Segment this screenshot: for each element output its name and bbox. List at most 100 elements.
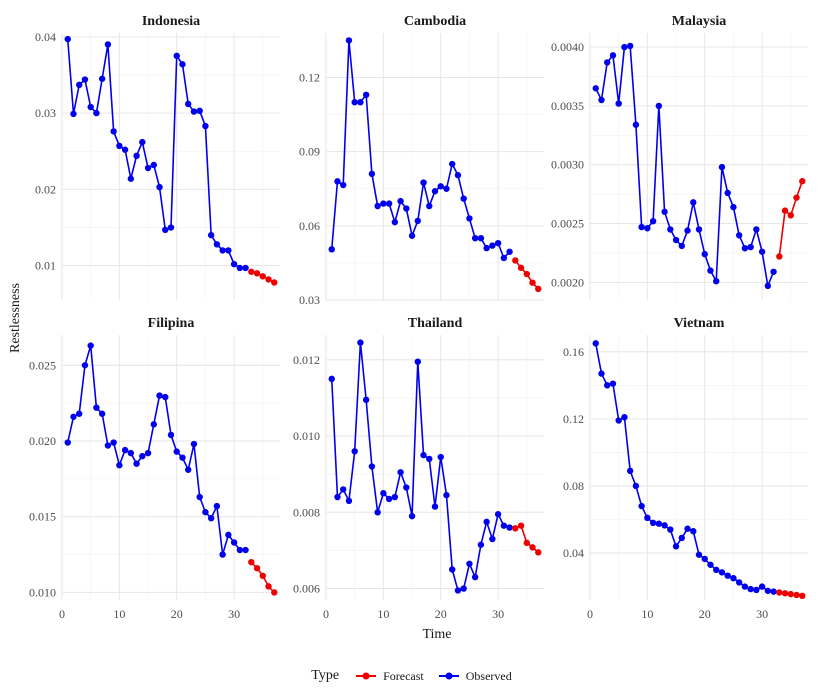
data-point-observed bbox=[98, 410, 106, 417]
data-point-observed bbox=[207, 231, 215, 239]
legend-key-forecast bbox=[356, 672, 377, 680]
y-axis-title: Restlessness bbox=[8, 283, 23, 353]
data-point-observed bbox=[598, 370, 605, 377]
data-point-observed bbox=[362, 396, 370, 404]
data-point-forecast bbox=[253, 565, 261, 572]
data-point-observed bbox=[385, 495, 393, 503]
data-point-observed bbox=[753, 226, 760, 233]
data-point-observed bbox=[162, 226, 169, 234]
legend-label-observed: Observed bbox=[465, 668, 512, 683]
data-point-observed bbox=[144, 449, 152, 457]
data-point-observed bbox=[185, 466, 192, 473]
data-point-observed bbox=[443, 185, 450, 192]
data-point-observed bbox=[110, 128, 117, 135]
data-point-observed bbox=[230, 539, 238, 546]
data-point-observed bbox=[431, 503, 439, 510]
data-point-observed bbox=[707, 267, 714, 274]
y-tick-label: 0.010 bbox=[29, 585, 56, 599]
data-point-observed bbox=[334, 493, 341, 501]
data-point-observed bbox=[150, 161, 157, 169]
data-point-observed bbox=[104, 442, 112, 449]
data-point-forecast bbox=[529, 544, 536, 551]
data-point-forecast bbox=[512, 257, 519, 264]
series-line-observed bbox=[66, 39, 246, 269]
data-point-observed bbox=[156, 392, 163, 399]
data-point-observed bbox=[684, 227, 691, 234]
data-point-observed bbox=[667, 526, 674, 533]
data-point-observed bbox=[690, 528, 697, 535]
data-point-observed bbox=[351, 99, 358, 106]
data-point-observed bbox=[397, 197, 404, 205]
data-point-observed bbox=[81, 76, 89, 83]
data-point-forecast bbox=[253, 270, 261, 277]
data-point-observed bbox=[672, 543, 680, 550]
data-point-observed bbox=[649, 217, 657, 225]
y-tick-label: 0.0020 bbox=[551, 275, 584, 289]
data-point-observed bbox=[661, 208, 668, 215]
data-point-observed bbox=[374, 509, 381, 516]
legend-title: Type bbox=[311, 668, 340, 683]
data-point-observed bbox=[64, 35, 71, 43]
data-point-observed bbox=[87, 342, 94, 349]
x-tick-label: 0 bbox=[59, 607, 65, 621]
data-point-observed bbox=[345, 497, 353, 505]
data-point-observed bbox=[93, 109, 100, 117]
data-point-observed bbox=[466, 215, 473, 222]
data-point-observed bbox=[357, 339, 364, 346]
data-point-observed bbox=[449, 566, 456, 573]
panel-title: Cambodia bbox=[404, 14, 466, 29]
data-point-observed bbox=[500, 254, 508, 262]
data-point-observed bbox=[70, 413, 77, 420]
data-point-observed bbox=[649, 519, 657, 527]
data-point-forecast bbox=[271, 279, 278, 286]
data-point-observed bbox=[494, 239, 502, 247]
data-point-observed bbox=[139, 138, 146, 146]
data-point-observed bbox=[678, 242, 685, 250]
data-point-observed bbox=[471, 234, 479, 242]
data-point-observed bbox=[179, 61, 186, 68]
data-point-observed bbox=[431, 188, 439, 195]
data-point-observed bbox=[477, 234, 485, 242]
data-point-forecast bbox=[248, 268, 255, 275]
data-point-observed bbox=[626, 42, 634, 50]
data-point-observed bbox=[380, 200, 387, 207]
data-point-forecast bbox=[529, 279, 536, 286]
data-point-observed bbox=[420, 179, 427, 186]
x-tick-label: 30 bbox=[228, 607, 240, 621]
x-tick-label: 10 bbox=[377, 607, 389, 621]
data-point-observed bbox=[403, 484, 410, 491]
data-point-forecast bbox=[271, 589, 278, 596]
data-point-observed bbox=[104, 41, 112, 48]
data-point-observed bbox=[357, 99, 364, 106]
data-point-observed bbox=[655, 102, 663, 110]
data-point-observed bbox=[236, 546, 244, 554]
data-point-observed bbox=[454, 171, 462, 179]
data-point-forecast bbox=[523, 539, 530, 547]
data-point-observed bbox=[506, 524, 513, 531]
data-point-observed bbox=[334, 178, 341, 185]
data-point-observed bbox=[609, 52, 617, 59]
data-point-observed bbox=[500, 522, 508, 529]
data-point-observed bbox=[408, 512, 416, 520]
data-point-observed bbox=[437, 183, 444, 190]
y-tick-label: 0.16 bbox=[563, 345, 584, 359]
data-point-observed bbox=[718, 569, 726, 576]
data-point-observed bbox=[713, 277, 720, 285]
data-point-observed bbox=[426, 455, 433, 463]
data-point-observed bbox=[741, 583, 749, 590]
data-point-forecast bbox=[523, 270, 530, 278]
panel-filipina: Filipina 0.010 0.015 0.020 0.025 0 10 20 30 bbox=[29, 316, 280, 621]
x-tick-label: 0 bbox=[323, 607, 329, 621]
y-tick-label: 0.09 bbox=[299, 145, 320, 159]
x-tick-label: 30 bbox=[492, 607, 504, 621]
data-point-observed bbox=[414, 217, 421, 225]
data-point-observed bbox=[185, 100, 192, 108]
data-point-observed bbox=[64, 439, 71, 446]
data-point-observed bbox=[454, 587, 462, 594]
series-line-observed bbox=[330, 341, 510, 592]
data-point-observed bbox=[770, 588, 777, 595]
data-point-observed bbox=[483, 244, 490, 252]
data-point-observed bbox=[167, 224, 175, 231]
data-point-observed bbox=[219, 551, 226, 558]
data-point-observed bbox=[753, 586, 760, 594]
